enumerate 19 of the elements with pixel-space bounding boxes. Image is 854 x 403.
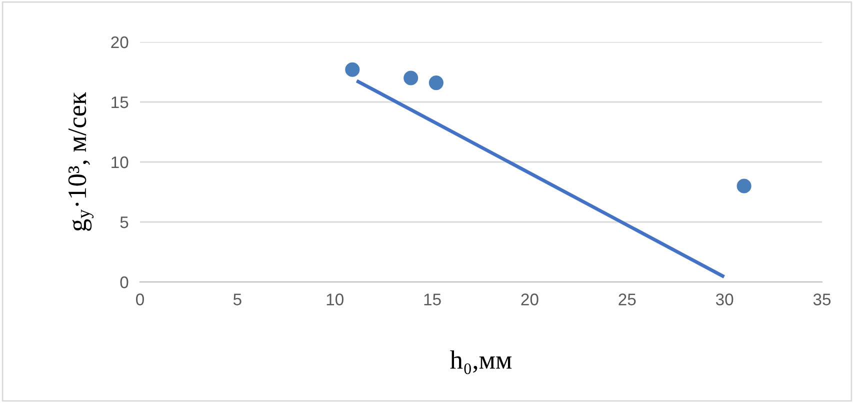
x-tick-label: 5	[233, 294, 242, 306]
y-axis-title: g$_{у}$·10³, м/сек	[68, 92, 94, 231]
y-tick-label: 0	[120, 276, 128, 288]
x-tick-label: 25	[618, 294, 636, 306]
point	[736, 178, 752, 194]
y-tick-label: 5	[120, 216, 128, 228]
x-tick-label: 35	[813, 294, 831, 306]
y-tick-label: 15	[112, 96, 128, 108]
x-tick-label: 15	[424, 294, 441, 306]
x-tick-label: 30	[716, 294, 734, 306]
y-tick-label: 20	[111, 36, 128, 48]
point	[345, 62, 360, 77]
x-tick-label: 0	[136, 294, 144, 306]
point	[428, 76, 444, 90]
y-tick-label: 10	[112, 156, 128, 168]
x-axis-title: h₀,мм	[450, 350, 512, 374]
point	[404, 70, 418, 86]
x-tick-label: 10	[326, 294, 344, 306]
x-tick-label: 20	[521, 294, 538, 306]
